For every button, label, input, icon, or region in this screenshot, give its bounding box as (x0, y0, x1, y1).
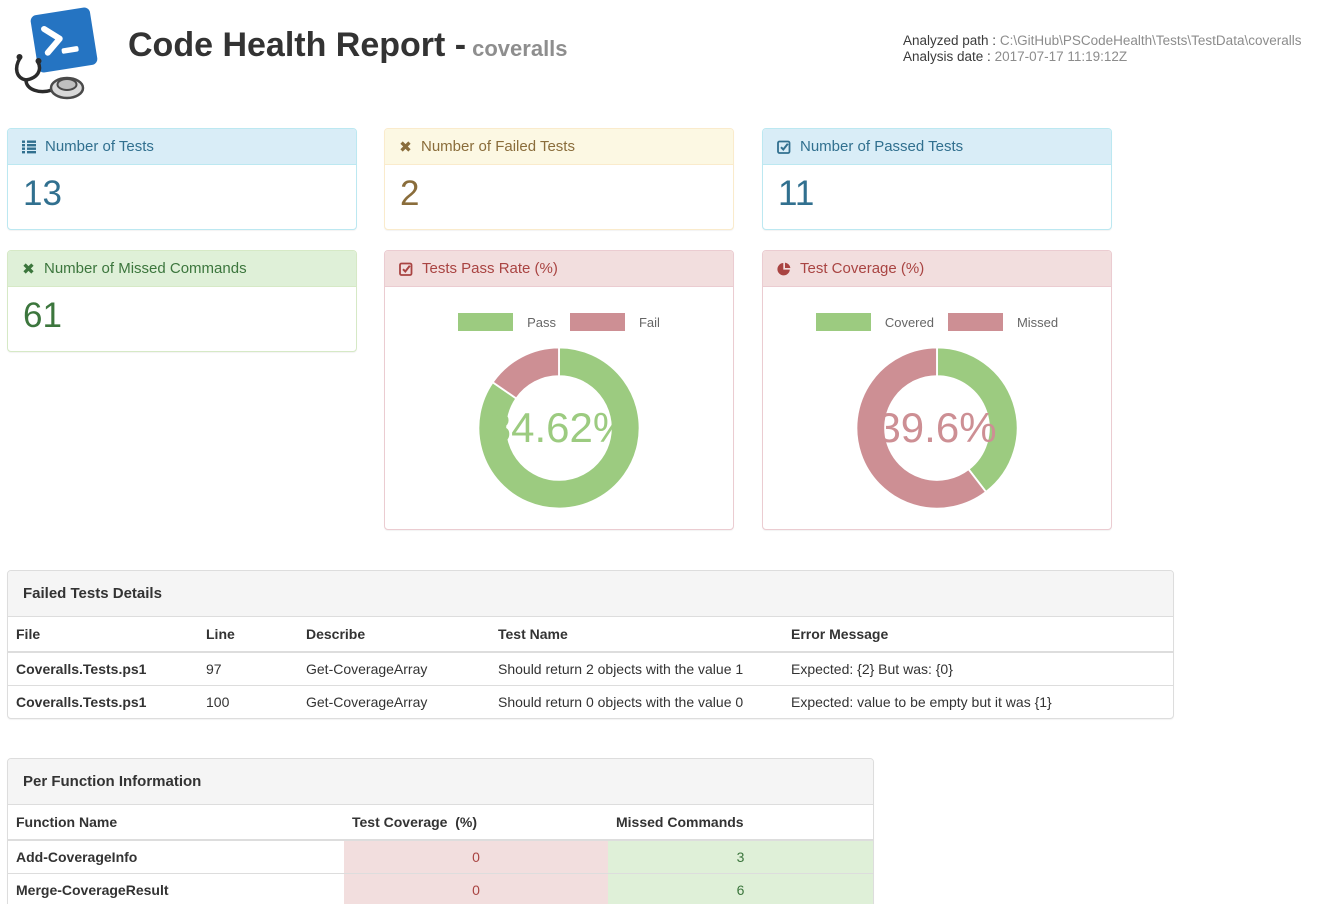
legend-label-pass: Pass (527, 314, 556, 330)
analyzed-path-line: Analyzed path : C:\GitHub\PSCodeHealth\T… (903, 33, 1301, 49)
legend-item-fail: Fail (569, 313, 660, 331)
card-label: Test Coverage (%) (800, 260, 925, 277)
table-row: Add-CoverageInfo 0 3 (8, 839, 873, 874)
number-of-failed-tests-value: 2 (400, 174, 420, 213)
page-subtitle: coveralls (472, 36, 568, 61)
times-icon (23, 263, 34, 274)
legend-label-fail: Fail (638, 314, 660, 330)
card-label: Number of Passed Tests (800, 138, 964, 155)
cell-missed-commands: 6 (608, 873, 873, 904)
number-of-missed-commands-value: 61 (23, 296, 62, 335)
card-test-coverage: Test Coverage (%) Covered Missed 39.6% (762, 250, 1112, 530)
column-header-file: File (8, 617, 198, 653)
legend-label-missed: Missed (1016, 314, 1059, 330)
legend-item-covered: Covered (815, 313, 934, 331)
cell-error-message: Expected: value to be empty but it was {… (783, 685, 1173, 718)
legend-swatch-pass (458, 313, 514, 331)
legend-label-covered: Covered (884, 314, 934, 330)
column-header-function-name: Function Name (8, 805, 344, 841)
card-number-of-tests-header: Number of Tests (8, 129, 356, 165)
check-square-icon (399, 262, 413, 276)
cell-test-name: Should return 2 objects with the value 1 (490, 651, 783, 686)
card-number-of-failed-tests-header: Number of Failed Tests (385, 129, 733, 165)
report-page: Code Health Report - coveralls Analyzed p… (7, 0, 1317, 904)
legend-swatch-missed (947, 313, 1003, 331)
card-number-of-tests: Number of Tests 13 (7, 128, 357, 231)
pass-rate-chart-area: Pass Fail 84.62% (385, 287, 733, 529)
card-tests-pass-rate: Tests Pass Rate (%) Pass Fail 84.62% (384, 250, 734, 530)
failed-tests-panel: Failed Tests Details File Line Describe … (7, 570, 1174, 719)
table-row: Merge-CoverageResult 0 6 (8, 873, 873, 904)
failed-tests-header-row: File Line Describe Test Name Error Messa… (8, 617, 1173, 653)
cell-file: Coveralls.Tests.ps1 (8, 685, 198, 718)
cell-function-name: Merge-CoverageResult (8, 873, 344, 904)
legend-swatch-covered (815, 313, 871, 331)
cell-test-coverage: 0 (344, 839, 608, 874)
legend-item-pass: Pass (458, 313, 556, 331)
number-of-passed-tests-value: 11 (778, 174, 815, 213)
page-title: Code Health Report - coveralls (128, 26, 568, 65)
card-number-of-missed-commands-header: Number of Missed Commands (8, 251, 356, 287)
cell-test-coverage: 0 (344, 873, 608, 904)
pass-rate-center-value: 84.62% (487, 404, 631, 451)
card-number-of-passed-tests: Number of Passed Tests 11 (762, 128, 1112, 231)
cell-missed-commands: 3 (608, 839, 873, 874)
per-function-table: Function Name Test Coverage (%) Missed C… (8, 805, 873, 904)
card-test-coverage-header: Test Coverage (%) (763, 251, 1111, 287)
cell-function-name: Add-CoverageInfo (8, 839, 344, 874)
cell-test-name: Should return 0 objects with the value 0 (490, 685, 783, 718)
column-header-test-name: Test Name (490, 617, 783, 653)
card-number-of-passed-tests-header: Number of Passed Tests (763, 129, 1111, 165)
card-number-of-failed-tests: Number of Failed Tests 2 (384, 128, 734, 231)
per-function-header-row: Function Name Test Coverage (%) Missed C… (8, 805, 873, 841)
analyzed-path-value: C:\GitHub\PSCodeHealth\Tests\TestData\co… (999, 33, 1302, 48)
column-header-describe: Describe (298, 617, 490, 653)
column-header-test-coverage: Test Coverage (%) (344, 805, 608, 841)
column-header-error-message: Error Message (783, 617, 1173, 653)
card-label: Tests Pass Rate (%) (422, 260, 558, 277)
table-row: Coveralls.Tests.ps1 97 Get-CoverageArray… (8, 651, 1173, 686)
list-icon (22, 140, 36, 153)
coverage-legend: Covered Missed (763, 287, 1111, 331)
cell-error-message: Expected: {2} But was: {0} (783, 651, 1173, 686)
page-title-main: Code Health Report - (128, 26, 467, 64)
per-function-panel: Per Function Information Function Name T… (7, 758, 874, 904)
cell-line: 100 (198, 685, 298, 718)
times-icon (400, 141, 411, 152)
column-header-line: Line (198, 617, 298, 653)
powershell-stethoscope-logo (14, 7, 98, 100)
failed-tests-panel-title: Failed Tests Details (8, 571, 1173, 617)
pass-rate-legend: Pass Fail (385, 287, 733, 331)
pass-rate-donut-chart: 84.62% (471, 340, 647, 516)
analysis-date-label: Analysis date : (903, 49, 991, 64)
card-label: Number of Tests (45, 138, 154, 155)
check-square-icon (777, 140, 791, 154)
coverage-center-value: 39.6% (877, 404, 997, 451)
legend-swatch-fail (569, 313, 625, 331)
coverage-chart-area: Covered Missed 39.6% (763, 287, 1111, 529)
failed-tests-table: File Line Describe Test Name Error Messa… (8, 617, 1173, 718)
card-label: Number of Missed Commands (44, 260, 247, 277)
coverage-donut-chart: 39.6% (849, 340, 1025, 516)
table-row: Coveralls.Tests.ps1 100 Get-CoverageArra… (8, 685, 1173, 718)
cell-file: Coveralls.Tests.ps1 (8, 651, 198, 686)
analysis-meta: Analyzed path : C:\GitHub\PSCodeHealth\T… (903, 33, 1301, 65)
per-function-panel-title: Per Function Information (8, 759, 873, 805)
card-tests-pass-rate-header: Tests Pass Rate (%) (385, 251, 733, 287)
cell-describe: Get-CoverageArray (298, 651, 490, 686)
column-header-missed-commands: Missed Commands (608, 805, 873, 841)
card-label: Number of Failed Tests (421, 138, 575, 155)
analyzed-path-label: Analyzed path : (903, 33, 997, 48)
analysis-date-line: Analysis date : 2017-07-17 11:19:12Z (903, 49, 1301, 65)
number-of-tests-value: 13 (23, 174, 62, 213)
card-number-of-missed-commands: Number of Missed Commands 61 (7, 250, 357, 353)
cell-describe: Get-CoverageArray (298, 685, 490, 718)
analysis-date-value: 2017-07-17 11:19:12Z (994, 49, 1128, 64)
pie-chart-icon (777, 262, 791, 275)
legend-item-missed: Missed (947, 313, 1059, 331)
cell-line: 97 (198, 651, 298, 686)
